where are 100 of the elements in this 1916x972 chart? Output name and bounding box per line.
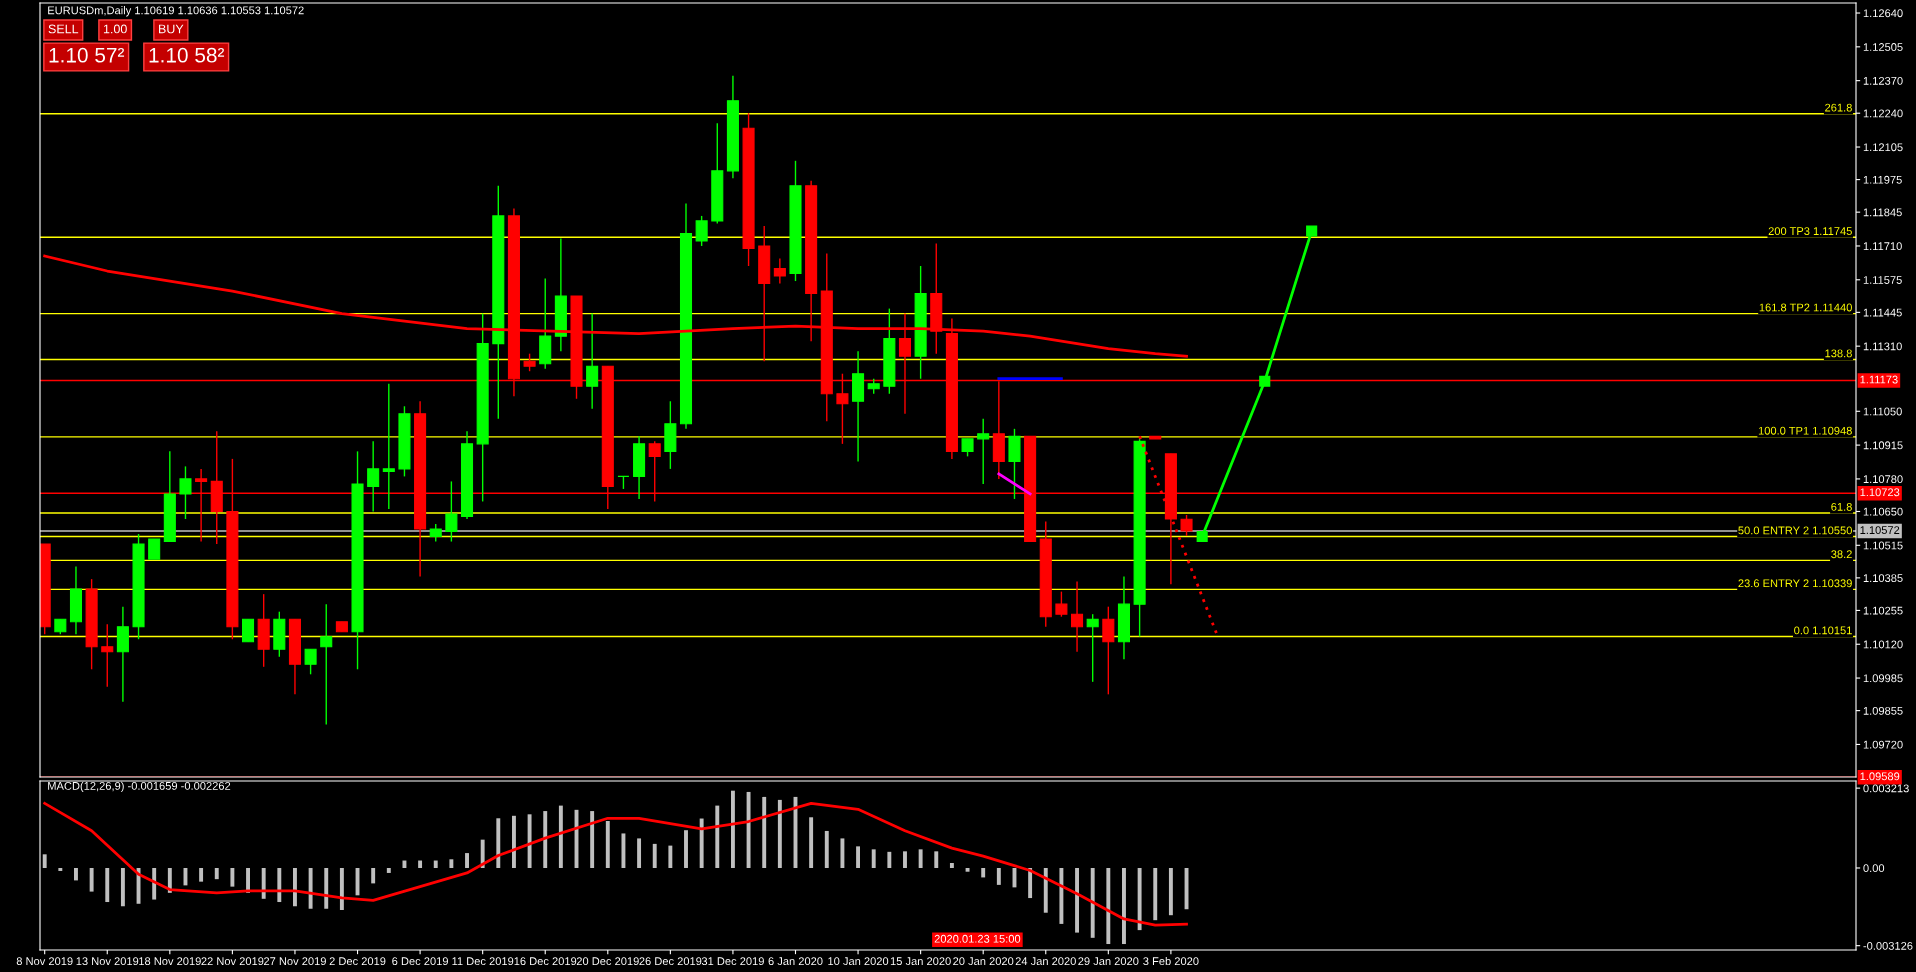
candlestick bbox=[445, 480, 458, 543]
bar bbox=[652, 843, 657, 868]
bar bbox=[965, 867, 970, 872]
x-tick-label: 13 Nov 2019 bbox=[76, 957, 139, 966]
y-tick-label: 1.11575 bbox=[1863, 276, 1902, 284]
bar bbox=[1043, 867, 1048, 913]
candlestick bbox=[789, 160, 802, 282]
bar bbox=[699, 818, 704, 868]
annotation: 38.2 bbox=[1831, 550, 1852, 559]
bar bbox=[762, 796, 767, 868]
bar bbox=[840, 838, 845, 868]
bar bbox=[637, 838, 642, 868]
ref-line-label: 1.09589 bbox=[1860, 772, 1900, 781]
bar bbox=[668, 845, 673, 868]
bar bbox=[214, 867, 219, 880]
bar bbox=[324, 867, 329, 909]
y-tick-label: 1.11845 bbox=[1863, 208, 1902, 217]
y-tick-label: 1.09985 bbox=[1863, 674, 1903, 683]
bar bbox=[981, 867, 986, 878]
bar bbox=[934, 851, 939, 868]
ref-line-label: 1.10572 bbox=[1860, 526, 1900, 535]
x-tick-label: 27 Nov 2019 bbox=[264, 957, 326, 966]
annotation: 0.0 1.10151 bbox=[1794, 626, 1852, 635]
y-tick-label: 1.10255 bbox=[1863, 606, 1903, 615]
y-tick-label: 1.12640 bbox=[1863, 9, 1903, 18]
point bbox=[1196, 530, 1208, 543]
candlestick bbox=[1133, 436, 1146, 638]
bar bbox=[903, 851, 907, 868]
bar bbox=[433, 860, 438, 868]
candlestick bbox=[1180, 514, 1193, 537]
candlestick bbox=[1055, 590, 1068, 618]
y-tick-label: 1.10650 bbox=[1863, 507, 1903, 516]
candlestick bbox=[664, 400, 677, 470]
x-tick-label: 2 Dec 2019 bbox=[329, 957, 386, 966]
bar bbox=[465, 853, 469, 868]
candlestick bbox=[101, 623, 114, 688]
candlestick bbox=[351, 450, 364, 670]
bar bbox=[386, 867, 391, 873]
annotation: 23.6 ENTRY 2 1.10339 bbox=[1738, 579, 1852, 588]
y-tick-label: 1.12370 bbox=[1863, 76, 1903, 85]
bar bbox=[277, 867, 282, 903]
annotation: 261.8 bbox=[1825, 103, 1852, 112]
bar bbox=[105, 867, 110, 903]
annotation: 1.10 58² bbox=[149, 47, 225, 63]
x-tick-label: 22 Nov 2019 bbox=[201, 957, 264, 966]
bar bbox=[621, 833, 626, 868]
bar bbox=[1028, 867, 1033, 899]
candlestick bbox=[148, 538, 161, 560]
y-tick-label: 0.003213 bbox=[1863, 784, 1909, 793]
y-tick-label: 1.10515 bbox=[1863, 541, 1903, 550]
bar bbox=[777, 799, 782, 868]
point bbox=[1259, 375, 1271, 387]
bar bbox=[824, 830, 829, 868]
bar bbox=[1106, 867, 1111, 945]
bar bbox=[527, 814, 532, 868]
candlestick bbox=[742, 112, 755, 267]
bar bbox=[1090, 867, 1095, 938]
x-tick-label: 6 Dec 2019 bbox=[392, 957, 448, 966]
bar bbox=[230, 867, 235, 887]
bar bbox=[730, 790, 735, 868]
bar bbox=[856, 846, 861, 868]
point bbox=[1306, 225, 1318, 237]
chart-title: EURUSDm,Daily 1.10619 1.10636 1.10553 1.10572 bbox=[48, 6, 304, 17]
x-tick-label: 11 Dec 2019 bbox=[452, 957, 514, 966]
bar bbox=[42, 854, 47, 868]
bar bbox=[152, 867, 157, 900]
candlestick bbox=[320, 603, 333, 726]
y-tick-label: 1.11445 bbox=[1863, 308, 1902, 317]
bar bbox=[402, 860, 407, 868]
y-tick-label: 1.11050 bbox=[1863, 407, 1902, 416]
annotation: 50.0 ENTRY 2 1.10550 bbox=[1738, 526, 1852, 535]
bar bbox=[605, 821, 610, 868]
x-tick-label: 6 Jan 2020 bbox=[768, 957, 823, 966]
bar bbox=[746, 791, 751, 868]
ref-line-label: 1.10723 bbox=[1860, 488, 1900, 497]
bar bbox=[293, 867, 297, 907]
y-tick-label: 1.09720 bbox=[1863, 740, 1903, 749]
x-tick-label: 8 Nov 2019 bbox=[16, 957, 73, 966]
y-tick-label: 1.10915 bbox=[1863, 441, 1903, 450]
candlestick bbox=[242, 618, 255, 643]
bar bbox=[1075, 867, 1079, 933]
annotation: 2020.01.23 15:00 bbox=[934, 934, 1021, 943]
candlestick bbox=[398, 405, 411, 478]
x-tick-label: 20 Jan 2020 bbox=[953, 957, 1014, 966]
candlestick bbox=[1008, 428, 1021, 500]
candlestick bbox=[179, 465, 192, 520]
x-tick-label: 20 Dec 2019 bbox=[576, 957, 639, 966]
bar bbox=[1059, 867, 1064, 924]
x-tick-label: 31 Dec 2019 bbox=[701, 957, 764, 966]
candlestick bbox=[695, 215, 708, 247]
x-tick-label: 29 Jan 2020 bbox=[1078, 957, 1139, 966]
ref-line-label: 1.11173 bbox=[1860, 375, 1898, 384]
bar bbox=[949, 863, 954, 868]
bar bbox=[199, 867, 204, 882]
bar bbox=[558, 805, 563, 868]
bar bbox=[918, 849, 923, 868]
x-tick-label: 24 Jan 2020 bbox=[1015, 957, 1076, 966]
x-tick-label: 16 Dec 2019 bbox=[514, 957, 577, 966]
y-tick-label: 1.10385 bbox=[1863, 574, 1903, 582]
candlestick bbox=[304, 648, 317, 675]
